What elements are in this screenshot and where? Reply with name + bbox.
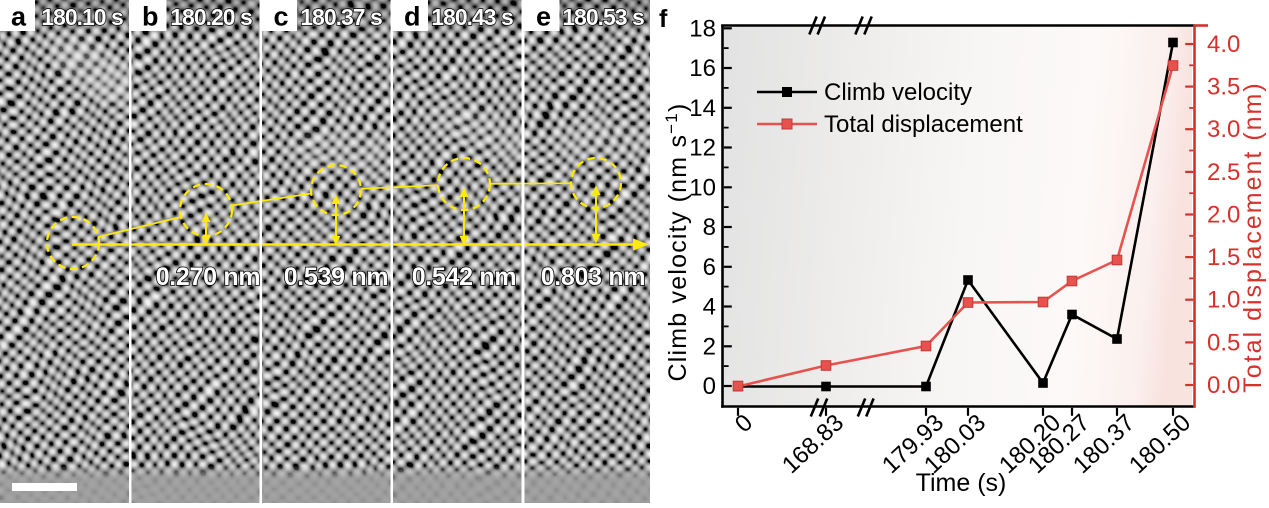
svg-text:3.5: 3.5 bbox=[1207, 74, 1240, 101]
svg-text:4: 4 bbox=[703, 294, 716, 321]
svg-text:0.542 nm: 0.542 nm bbox=[412, 263, 517, 291]
svg-text:10: 10 bbox=[689, 174, 716, 201]
svg-text:Total displacement (nm): Total displacement (nm) bbox=[1239, 81, 1267, 392]
svg-text:2: 2 bbox=[703, 333, 716, 360]
svg-text:0.803 nm: 0.803 nm bbox=[541, 263, 646, 291]
svg-text:Climb velocity: Climb velocity bbox=[824, 79, 972, 106]
svg-text:0.0: 0.0 bbox=[1207, 372, 1240, 399]
svg-text:4.0: 4.0 bbox=[1207, 31, 1240, 58]
svg-text:3.0: 3.0 bbox=[1207, 116, 1240, 143]
svg-text:b: b bbox=[142, 2, 159, 32]
svg-text:2.5: 2.5 bbox=[1207, 159, 1240, 186]
svg-text:180.10 s: 180.10 s bbox=[41, 4, 123, 30]
svg-text:12: 12 bbox=[689, 135, 716, 162]
svg-text:180.53 s: 180.53 s bbox=[562, 4, 644, 30]
svg-text:c: c bbox=[274, 2, 289, 32]
svg-text:8: 8 bbox=[703, 214, 716, 241]
svg-text:0: 0 bbox=[703, 373, 716, 400]
svg-text:Time (s): Time (s) bbox=[916, 469, 1007, 497]
svg-text:14: 14 bbox=[689, 95, 716, 122]
svg-text:16: 16 bbox=[689, 55, 716, 82]
svg-text:18: 18 bbox=[689, 15, 716, 42]
svg-text:0.539 nm: 0.539 nm bbox=[284, 263, 389, 291]
svg-text:0.5: 0.5 bbox=[1207, 329, 1240, 356]
svg-text:d: d bbox=[404, 2, 421, 32]
svg-text:180.43 s: 180.43 s bbox=[431, 4, 513, 30]
svg-text:180.20 s: 180.20 s bbox=[170, 4, 252, 30]
svg-text:e: e bbox=[536, 2, 551, 32]
svg-text:f: f bbox=[659, 5, 668, 33]
svg-text:1.5: 1.5 bbox=[1207, 244, 1240, 271]
svg-text:1.0: 1.0 bbox=[1207, 287, 1240, 314]
svg-text:a: a bbox=[11, 2, 27, 32]
svg-text:180.37 s: 180.37 s bbox=[300, 4, 382, 30]
svg-text:Climb velocity (nm s−1): Climb velocity (nm s−1) bbox=[662, 103, 692, 382]
svg-text:0.270 nm: 0.270 nm bbox=[156, 263, 261, 291]
svg-text:2.0: 2.0 bbox=[1207, 202, 1240, 229]
svg-text:6: 6 bbox=[703, 254, 716, 281]
svg-text:Total displacement: Total displacement bbox=[824, 111, 1023, 138]
